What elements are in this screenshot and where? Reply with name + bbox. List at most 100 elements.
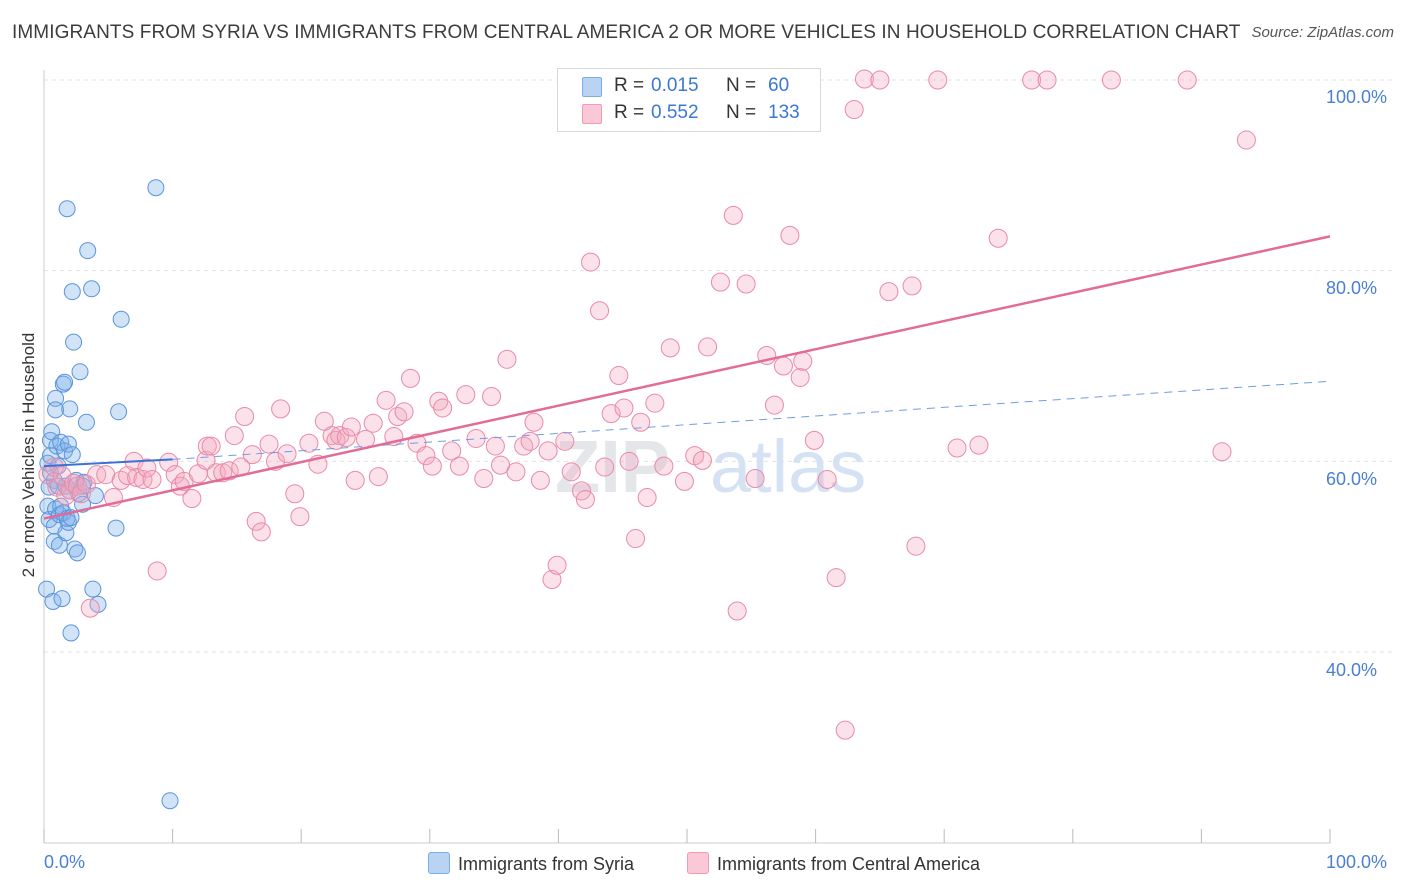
data-point [224, 426, 244, 446]
data-point [1236, 130, 1256, 150]
data-point [727, 601, 747, 621]
data-point [520, 431, 540, 451]
data-point [442, 441, 462, 461]
data-point [1212, 442, 1232, 462]
data-point [538, 441, 558, 461]
chart-title: IMMIGRANTS FROM SYRIA VS IMMIGRANTS FROM… [12, 22, 1241, 43]
data-point [416, 446, 436, 466]
data-point [902, 276, 922, 296]
data-point [433, 398, 453, 418]
data-point [77, 413, 95, 431]
data-point [61, 400, 79, 418]
data-point [764, 395, 784, 415]
data-point [62, 624, 80, 642]
watermark-atlas: atlas [710, 425, 866, 508]
data-point [474, 468, 494, 488]
legend-label: Immigrants from Syria [458, 854, 635, 874]
data-point [76, 474, 96, 494]
data-point [161, 792, 179, 810]
stats-box: R = 0.015 N = 60 R = 0.552 N = 133 [557, 68, 821, 132]
data-point [71, 363, 89, 381]
data-point [826, 568, 846, 588]
trendline-syria-dashed [172, 380, 1331, 460]
trendline-central-america [43, 235, 1331, 520]
data-point [394, 402, 414, 422]
data-point [482, 387, 502, 407]
data-point [142, 469, 162, 489]
data-point [84, 580, 102, 598]
series-central-america-points [38, 69, 1256, 740]
data-point [368, 467, 388, 487]
r-value: 0.552 [651, 102, 699, 123]
data-point [456, 385, 476, 405]
data-point [285, 484, 305, 504]
data-point [53, 590, 71, 608]
data-point [723, 205, 743, 225]
data-point [79, 242, 97, 260]
n-value: 60 [768, 75, 790, 96]
x-tick-label-min: 0.0% [44, 852, 86, 872]
data-point [561, 462, 581, 482]
data-point [581, 252, 601, 272]
data-point [988, 228, 1008, 248]
data-point [804, 430, 824, 450]
r-value: 0.015 [651, 75, 699, 96]
data-point [698, 337, 718, 357]
data-point [41, 431, 59, 449]
data-point [710, 272, 730, 292]
legend-label: Immigrants from Central America [717, 854, 981, 874]
data-point [147, 179, 165, 197]
data-point [645, 393, 665, 413]
data-point [542, 570, 562, 590]
data-point [780, 225, 800, 245]
data-point [575, 489, 595, 509]
data-point [56, 373, 74, 391]
data-point [619, 451, 639, 471]
data-point [58, 200, 76, 218]
data-point [251, 522, 271, 542]
data-point [485, 436, 505, 456]
n-value: 133 [768, 102, 800, 123]
legend-item-central-america[interactable]: Immigrants from Central America [687, 852, 980, 875]
central-america-legend-swatch-icon [687, 852, 709, 874]
data-point [692, 450, 712, 470]
data-point [506, 462, 526, 482]
data-point [147, 561, 167, 581]
data-point [290, 507, 310, 527]
data-point [363, 413, 383, 433]
syria-legend-swatch-icon [428, 852, 450, 874]
data-point [59, 435, 77, 453]
data-point [345, 470, 365, 490]
data-point [57, 524, 75, 542]
data-point [947, 438, 967, 458]
r-label: R = [614, 75, 645, 96]
data-point [817, 469, 837, 489]
data-point [68, 544, 86, 562]
data-point [626, 529, 646, 549]
data-point [47, 401, 65, 419]
data-point [547, 555, 567, 575]
watermark: ZIP atlas [555, 425, 866, 508]
data-point [745, 468, 765, 488]
data-point [1037, 70, 1057, 90]
data-point [80, 598, 100, 618]
data-point [736, 274, 756, 294]
watermark-zip: ZIP [555, 425, 670, 508]
data-point [595, 457, 615, 477]
legend-item-syria[interactable]: Immigrants from Syria [428, 852, 634, 875]
data-point [271, 399, 291, 419]
data-point [637, 488, 657, 508]
data-point [299, 433, 319, 453]
data-point [196, 450, 216, 470]
grid-lines [44, 79, 1392, 653]
data-point [879, 282, 899, 302]
y-axis-label: 2 or more Vehicles in Household [19, 332, 38, 578]
data-point [83, 280, 101, 298]
data-point [1101, 70, 1121, 90]
x-tick-label-max: 100.0% [1326, 852, 1388, 872]
data-point [854, 69, 874, 89]
data-point [601, 404, 621, 424]
data-point [127, 468, 147, 488]
data-point [790, 367, 810, 387]
